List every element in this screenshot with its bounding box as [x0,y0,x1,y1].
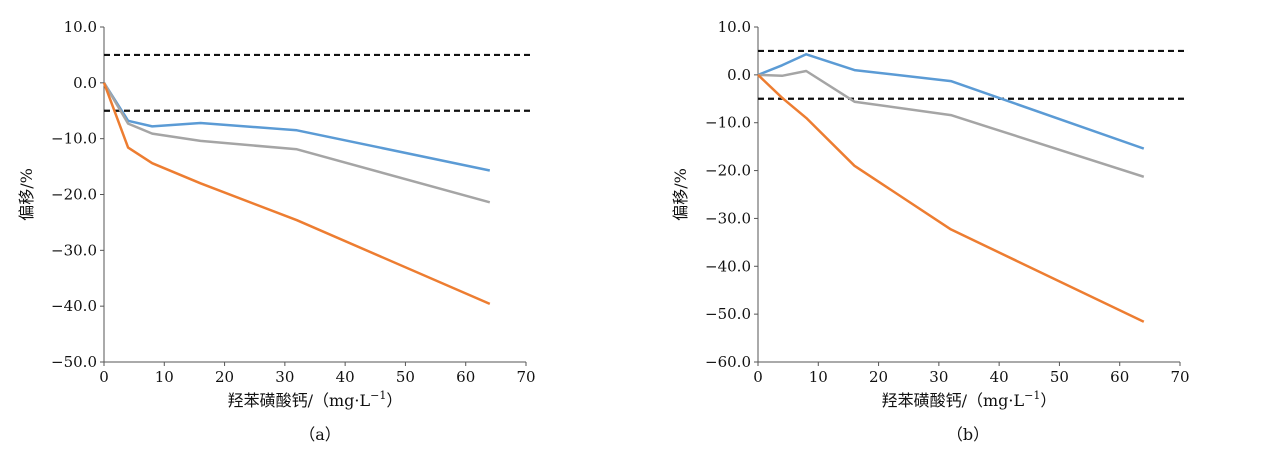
x-axis-label-end: ） [386,391,402,410]
y-tick-label: −30.0 [705,209,751,227]
x-tick-label: 50 [1050,368,1069,386]
x-tick-label: 20 [215,368,234,386]
series-line-2 [102,82,491,204]
y-tick-label: −10.0 [705,114,751,132]
x-tick-label: 70 [1170,368,1189,386]
series-line-3 [757,73,1145,323]
y-tick-label: −50.0 [705,305,751,323]
y-axis-label: 偏移/% [671,168,690,221]
panel-caption: （a） [299,425,341,444]
x-tick-label: 30 [929,368,948,386]
x-tick-label: 30 [275,368,294,386]
x-axis-label-main: 羟苯磺酸钙/（mg·L [882,391,1025,410]
series-line-1 [757,53,1145,150]
y-tick-label: −30.0 [51,241,97,259]
x-tick-label: 40 [336,368,355,386]
x-tick-label: 0 [753,368,763,386]
y-tick-label: −50.0 [51,353,97,371]
y-tick-label: 0.0 [73,74,97,92]
y-tick-label: 10.0 [718,18,751,36]
y-tick-label: −40.0 [705,257,751,275]
x-axis-label-exponent: −1 [370,389,386,402]
series-line-3 [102,82,491,306]
x-axis-label: 羟苯磺酸钙/（mg·L−1） [882,389,1057,410]
x-tick-label: 70 [516,368,535,386]
x-axis-label-main: 羟苯磺酸钙/（mg·L [228,391,371,410]
chart-panel-b: 10.0 0.0 −10.0 −20.0 −30.0 −40.0 −50.0 −60.00 10… [671,18,1190,444]
y-tick-label: 10.0 [64,18,97,36]
y-tick-label: −20.0 [51,186,97,204]
y-tick-label: −10.0 [51,130,97,148]
x-tick-label: 60 [1110,368,1129,386]
x-tick-label: 60 [456,368,475,386]
x-tick-label: 10 [809,368,828,386]
chart-panel-a: 10.0 0.0 −10.0 −20.0 −30.0 −40.0 −50.00 10 20 30 4… [17,18,536,444]
x-axis-label: 羟苯磺酸钙/（mg·L−1） [228,389,403,410]
x-tick-label: 50 [396,368,415,386]
y-tick-label: −20.0 [705,162,751,180]
x-tick-label: 20 [869,368,888,386]
y-tick-label: −40.0 [51,297,97,315]
x-axis-label-end: ） [1040,391,1056,410]
series-line-1 [102,82,491,172]
y-tick-label: −60.0 [705,353,751,371]
x-tick-label: 40 [990,368,1009,386]
panel-caption: （b） [947,425,989,444]
x-axis-label-exponent: −1 [1024,389,1040,402]
x-tick-label: 10 [155,368,174,386]
x-tick-label: 0 [99,368,109,386]
series-line-2 [757,69,1145,178]
y-axis-label: 偏移/% [17,168,36,221]
y-tick-label: 0.0 [727,66,751,84]
